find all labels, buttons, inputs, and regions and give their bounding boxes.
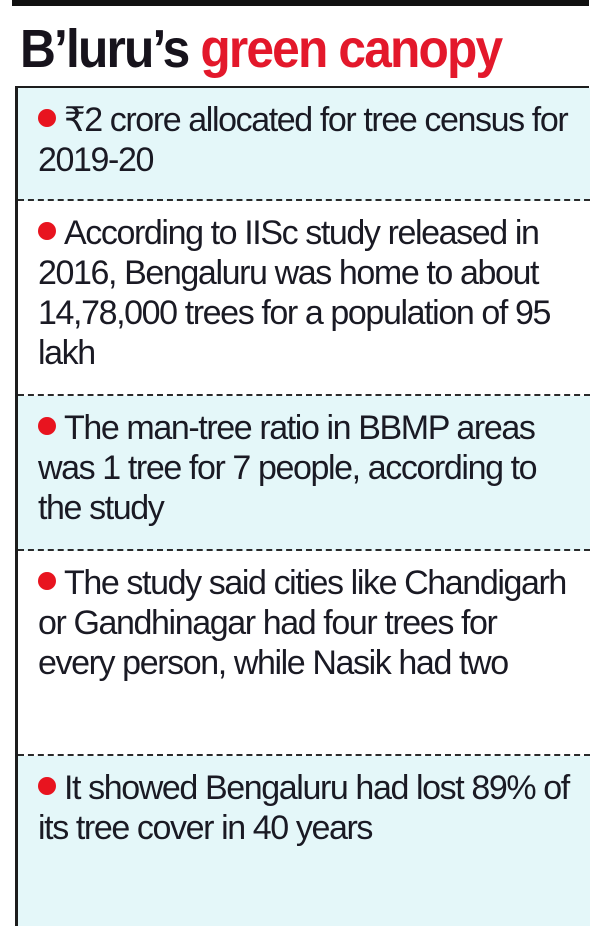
bullet-dot-icon — [38, 777, 56, 795]
fact-item: According to IISc study released in 2016… — [18, 201, 590, 396]
headline-highlight: green canopy — [200, 19, 503, 79]
fact-item: ₹2 crore allocated for tree census for 2… — [18, 88, 590, 201]
headline-prefix: B’luru’s — [20, 19, 190, 79]
top-rule — [12, 0, 589, 6]
fact-item: It showed Bengaluru had lost 89% of its … — [18, 756, 590, 926]
fact-item: The study said cities like Chandigarh or… — [18, 551, 590, 756]
fact-text: It showed Bengaluru had lost 89% of its … — [38, 769, 570, 847]
fact-text: ₹2 crore allocated for tree census for 2… — [38, 101, 569, 179]
headline: B’luru’s green canopy — [20, 14, 544, 84]
bullet-dot-icon — [38, 109, 56, 127]
bullet-dot-icon — [38, 572, 56, 590]
bullet-dot-icon — [38, 222, 56, 240]
fact-item: The man-tree ratio in BBMP areas was 1 t… — [18, 396, 590, 551]
fact-text: The study said cities like Chandigarh or… — [38, 564, 567, 682]
fact-text: The man-tree ratio in BBMP areas was 1 t… — [38, 409, 538, 527]
fact-text: According to IISc study released in 2016… — [38, 214, 551, 372]
facts-box: ₹2 crore allocated for tree census for 2… — [15, 88, 590, 926]
bullet-dot-icon — [38, 417, 56, 435]
